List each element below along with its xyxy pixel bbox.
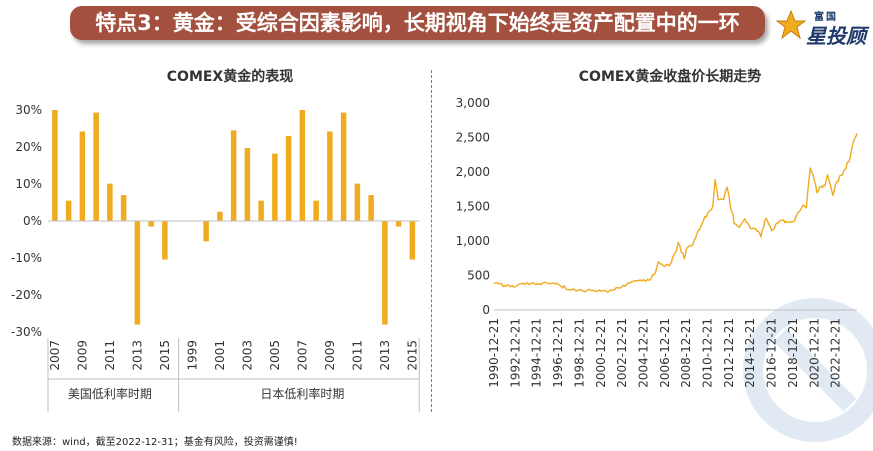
y-tick-label: 20%: [15, 140, 42, 154]
x-tick-label: 2013: [378, 340, 392, 371]
star-logo-icon: [776, 10, 806, 40]
x-tick-label: 2015: [405, 340, 419, 371]
brand-logo: 富国 星投顾: [776, 6, 868, 48]
right-chart-title: COMEX黄金收盘价长期走势: [578, 69, 762, 85]
page-title-banner: 特点3：黄金：受综合因素影响，长期视角下始终是资产配置中的一环: [70, 6, 765, 40]
x-tick-label: 2008-12-21: [679, 318, 693, 388]
y-tick-label: 2,500: [456, 131, 490, 145]
bar: [382, 221, 388, 325]
bar: [395, 221, 402, 227]
bar: [368, 195, 374, 221]
x-tick-label: 1994-12-21: [530, 318, 544, 388]
source-note: 数据来源：wind，截至2022-12-31；基金有风险，投资需谨慎!: [12, 437, 298, 448]
y-tick-label: 10%: [15, 177, 42, 191]
bar: [148, 221, 154, 227]
watermark-logo-icon: [743, 298, 873, 442]
x-tick-label: 1990-12-21: [487, 318, 501, 388]
group-label: 美国低利率时期: [68, 386, 152, 401]
x-tick-label: 2007: [295, 340, 309, 371]
x-tick-label: 2012-12-21: [722, 318, 736, 388]
bar: [272, 153, 278, 221]
x-tick-label: 1996-12-21: [551, 318, 565, 388]
bar: [313, 200, 319, 221]
bar: [354, 183, 361, 221]
y-tick-label: 30%: [15, 103, 42, 117]
x-tick-label: 2004-12-21: [636, 318, 650, 388]
x-tick-label: 2003: [240, 340, 254, 371]
bar: [120, 195, 127, 221]
bar: [230, 130, 237, 221]
bar: [299, 110, 306, 221]
x-tick-label: 2016-12-21: [765, 318, 779, 388]
x-tick-label: 2006-12-21: [658, 318, 672, 388]
x-tick-label: 2001: [213, 340, 227, 371]
x-tick-label: 1998-12-21: [572, 318, 586, 388]
y-tick-label: -20%: [11, 288, 42, 302]
bar: [340, 112, 347, 221]
bar: [93, 112, 99, 221]
y-tick-label: 0: [482, 303, 490, 317]
bar: [244, 148, 251, 221]
x-tick-label: 2013: [130, 340, 144, 371]
logo-main-text: 星投顾: [806, 24, 866, 48]
bar: [79, 131, 86, 221]
x-tick-label: 2009: [75, 340, 89, 371]
x-tick-label: 2014-12-21: [743, 318, 757, 388]
y-tick-label: 500: [467, 269, 490, 283]
bar: [52, 110, 58, 221]
y-tick-label: -30%: [11, 325, 42, 339]
x-tick-label: 2005: [268, 340, 282, 371]
x-tick-label: 2002-12-21: [615, 318, 629, 388]
x-tick-label: 1992-12-21: [508, 318, 522, 388]
bar: [285, 135, 292, 221]
x-tick-label: 2011: [103, 340, 117, 371]
chart-divider: [431, 70, 432, 412]
y-tick-label: 2,000: [456, 165, 490, 179]
x-tick-label: 2007: [48, 340, 62, 371]
bar: [162, 221, 168, 260]
y-tick-label: -10%: [11, 251, 42, 265]
bar: [409, 221, 416, 260]
bar: [134, 221, 141, 325]
x-tick-label: 2009: [323, 340, 337, 371]
left-chart-title: COMEX黄金的表现: [166, 69, 294, 85]
x-tick-label: 2011: [350, 340, 364, 371]
bar: [65, 200, 72, 221]
x-tick-label: 2022-12-21: [829, 318, 843, 388]
y-tick-label: 0%: [23, 214, 42, 228]
x-tick-label: 2018-12-21: [786, 318, 800, 388]
x-tick-label: 2000-12-21: [594, 318, 608, 388]
x-tick-label: 2010-12-21: [701, 318, 715, 388]
x-tick-label: 1999: [185, 340, 199, 371]
group-label: 日本低利率时期: [260, 386, 344, 401]
bar: [107, 183, 113, 221]
y-tick-label: 3,000: [456, 96, 490, 110]
logo-top-text: 富国: [814, 12, 838, 23]
x-tick-label: 2015: [158, 340, 172, 371]
bar: [258, 200, 264, 221]
y-tick-label: 1,000: [456, 234, 490, 248]
y-tick-label: 1,500: [456, 200, 490, 214]
bar: [203, 221, 209, 242]
x-tick-label: 2020-12-21: [807, 318, 821, 388]
price-line: [493, 133, 858, 293]
bar: [327, 131, 333, 221]
page-title: 特点3：黄金：受综合因素影响，长期视角下始终是资产配置中的一环: [95, 11, 740, 35]
bar: [217, 211, 223, 221]
